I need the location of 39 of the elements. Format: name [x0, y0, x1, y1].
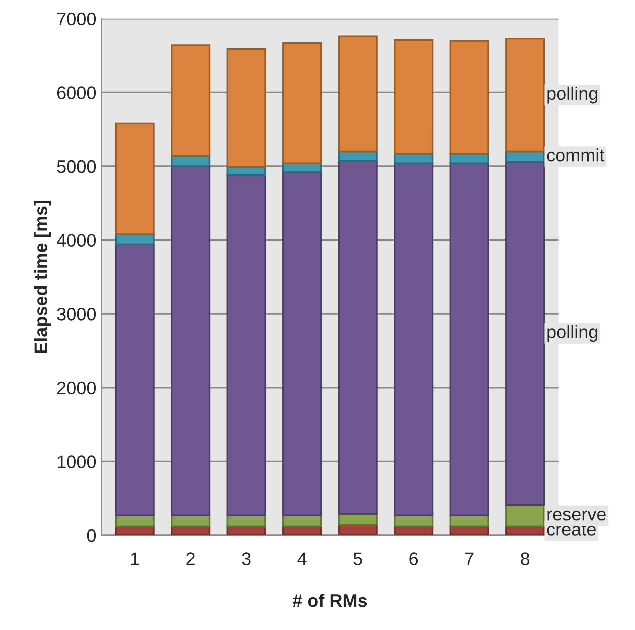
x-tick-label: 8: [521, 552, 530, 566]
bar: [506, 38, 546, 153]
bar: [394, 39, 434, 155]
bar: [394, 162, 434, 516]
x-tick-label: 7: [465, 552, 474, 566]
series-label: create: [547, 524, 596, 536]
series-label: polling: [548, 325, 598, 342]
y-tick-label: 2000: [57, 382, 96, 395]
x-tick-label: 2: [186, 552, 195, 566]
x-tick-label: 1: [131, 552, 140, 566]
bar: [226, 48, 266, 168]
y-tick-label: 4000: [56, 234, 96, 248]
bar: [171, 166, 211, 516]
y-axis-title: Elapsed time [ms]: [34, 200, 52, 354]
y-tick-label: 5000: [57, 160, 96, 174]
bar: [338, 36, 378, 153]
bar: [226, 174, 266, 516]
series-label: commit: [547, 148, 605, 162]
x-tick-label: 5: [354, 552, 362, 566]
bar: [115, 122, 155, 236]
series-label: reserve: [548, 510, 606, 521]
x-tick-label: 4: [298, 552, 307, 566]
series-label: polling: [548, 86, 598, 104]
y-tick-label: 7000: [58, 12, 96, 26]
y-tick-label: 6000: [57, 86, 96, 100]
x-axis-title: # of RMs: [292, 594, 368, 608]
bar: [506, 161, 546, 506]
x-tick-label: 3: [242, 552, 251, 566]
y-tick-label: 0: [87, 529, 96, 542]
bar: [450, 40, 490, 155]
bar: [115, 244, 155, 516]
bar: [450, 162, 490, 516]
y-tick-label: 3000: [57, 308, 96, 321]
bar: [171, 44, 211, 158]
y-tick-label: 1000: [58, 456, 96, 468]
bar: [282, 172, 322, 516]
bar: [338, 160, 378, 515]
x-tick-label: 6: [410, 552, 418, 566]
bar: [282, 42, 322, 164]
